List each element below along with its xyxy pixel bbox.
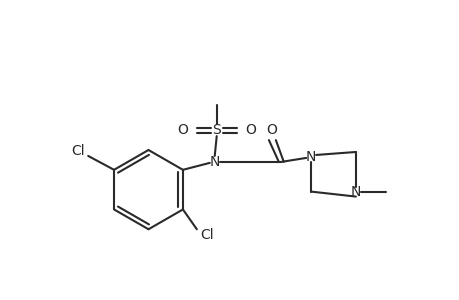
Text: O: O (245, 123, 255, 137)
Text: Cl: Cl (200, 228, 213, 242)
Text: N: N (350, 184, 360, 199)
Text: O: O (265, 123, 276, 137)
Text: S: S (212, 123, 221, 137)
Text: N: N (305, 150, 316, 164)
Text: O: O (177, 123, 188, 137)
Text: Cl: Cl (71, 144, 85, 158)
Text: N: N (209, 155, 219, 169)
